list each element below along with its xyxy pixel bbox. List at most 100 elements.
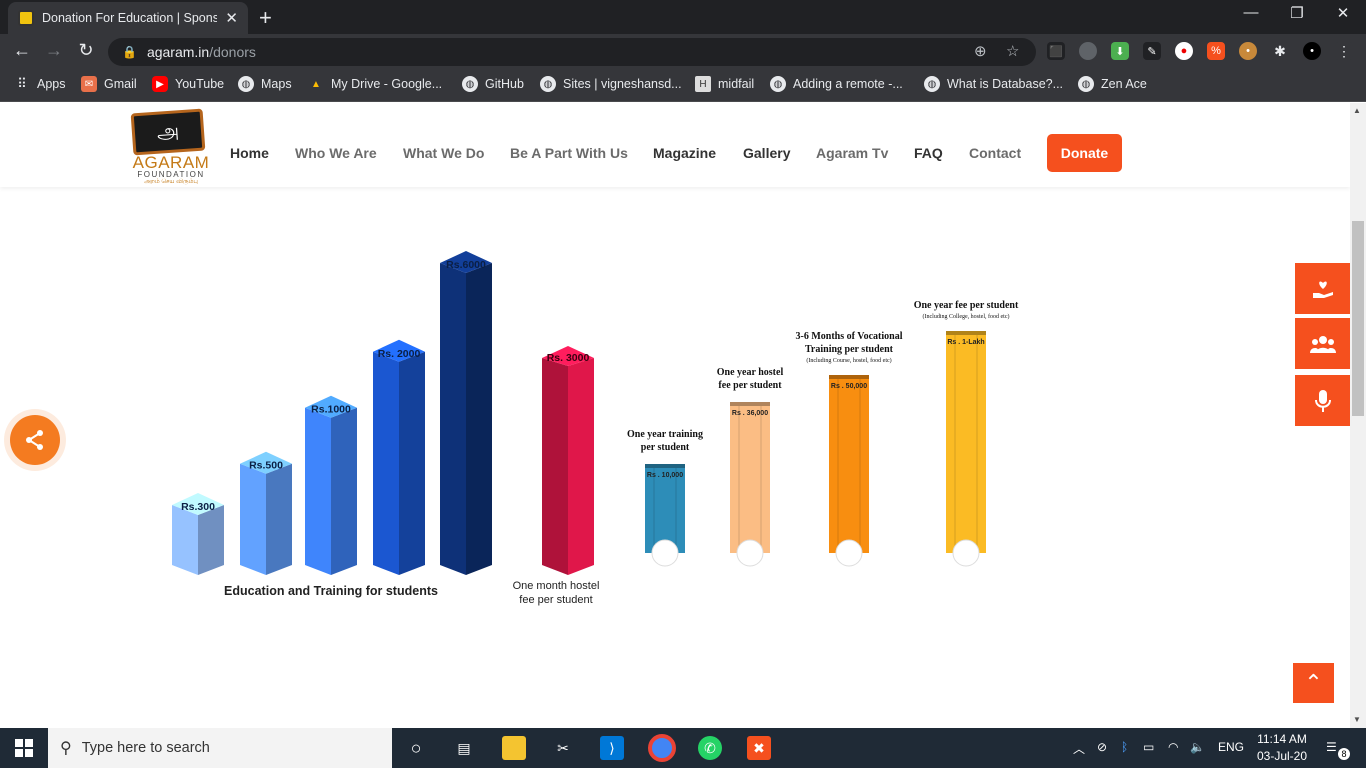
heart-hand-icon	[1312, 281, 1333, 298]
nav-faq[interactable]: FAQ	[914, 145, 943, 161]
hostel-bar-right	[568, 358, 594, 575]
logo-tagline: அறம் செய விரும்பு	[144, 179, 198, 185]
close-tab-icon[interactable]: ✕	[225, 10, 238, 27]
url-path: /donors	[209, 44, 256, 60]
bookmark-maps[interactable]: ◍ Maps	[238, 76, 292, 92]
reload-icon[interactable]: ↻	[78, 40, 94, 60]
tray-chevron-up-icon[interactable]: ︿	[1073, 742, 1086, 756]
bookmark-github[interactable]: ◍ GitHub	[462, 76, 524, 92]
close-window-icon[interactable]: ✕	[1336, 5, 1350, 22]
windows-start-icon[interactable]	[12, 736, 36, 760]
donate-button[interactable]: Donate	[1047, 134, 1122, 172]
scrollbar-thumb[interactable]	[1352, 221, 1364, 416]
extensions-puzzle-icon[interactable]: ✱	[1271, 42, 1289, 60]
bookmark-zen-ace[interactable]: ◍ Zen Ace	[1078, 76, 1147, 92]
nav-magazine[interactable]: Magazine	[653, 145, 717, 161]
nav-home[interactable]: Home	[230, 145, 269, 161]
edu-caption: Education and Training for students	[224, 584, 438, 598]
file-explorer-icon[interactable]	[502, 736, 526, 760]
extension-translate-icon[interactable]: %	[1207, 42, 1225, 60]
extension-download-icon[interactable]: ⬇	[1111, 42, 1129, 60]
volunteer-button[interactable]	[1295, 318, 1350, 369]
forward-icon[interactable]: →	[45, 40, 63, 60]
bookmark-youtube[interactable]: ▶ YouTube	[152, 76, 224, 92]
minimize-icon[interactable]: —	[1243, 4, 1259, 21]
edu-bar-top	[305, 395, 357, 418]
tab-title: Donation For Education | Sponsor	[42, 11, 218, 25]
snipping-tool-icon[interactable]: ✂	[557, 739, 569, 756]
wifi-icon[interactable]: ◠	[1168, 740, 1179, 754]
add-icon[interactable]: ⊕	[974, 43, 987, 60]
profile-avatar[interactable]: •	[1303, 42, 1321, 60]
lock-icon: 🔒	[122, 45, 137, 59]
extension-record-icon[interactable]	[1079, 42, 1097, 60]
bookmark-star-icon[interactable]: ☆	[1006, 43, 1020, 60]
item-caption-note: (Including College, hostel, food etc)	[923, 313, 1010, 320]
globe-icon: ◍	[1078, 76, 1094, 92]
extension-cube-icon[interactable]: ⬛	[1047, 42, 1065, 60]
extension-dot-icon[interactable]: ●	[1175, 42, 1193, 60]
page-scrollbar[interactable]: ▲ ▼	[1350, 103, 1366, 728]
back-icon[interactable]: ←	[13, 40, 31, 60]
battery-icon[interactable]: ▭	[1143, 740, 1155, 754]
xampp-icon[interactable]: ✖	[747, 736, 771, 760]
bookmark-sites[interactable]: ◍ Sites | vigneshansd...	[540, 76, 682, 92]
bookmark-database[interactable]: ◍ What is Database?...	[924, 76, 1063, 92]
bookmark-drive[interactable]: ▲ My Drive - Google...	[308, 76, 442, 92]
share-button[interactable]	[10, 415, 60, 465]
item-caption-line: One year fee per student	[914, 300, 1019, 311]
microphone-icon	[1314, 389, 1331, 412]
edu-bar-left	[172, 505, 198, 575]
notifications-icon[interactable]: ☰	[1326, 740, 1337, 754]
bookmark-gmail[interactable]: ✉ Gmail	[81, 76, 137, 92]
taskbar-search[interactable]: ⚲ Type here to search	[48, 728, 392, 768]
volume-icon[interactable]: 🔈	[1190, 740, 1205, 754]
bookmark-adding-remote[interactable]: ◍ Adding a remote -...	[770, 76, 903, 92]
item-bar-label: Rs . 36,000	[732, 410, 768, 417]
nav-be-a-part[interactable]: Be A Part With Us	[510, 145, 628, 161]
bluetooth-icon[interactable]: ᛒ	[1121, 740, 1129, 754]
donate-hand-button[interactable]	[1295, 263, 1350, 314]
language-indicator[interactable]: ENG	[1218, 740, 1245, 754]
nav-agaram-tv[interactable]: Agaram Tv	[816, 145, 889, 161]
item-bar	[829, 375, 869, 553]
scroll-up-arrow-icon[interactable]: ▲	[1353, 106, 1361, 115]
search-icon: ⚲	[60, 740, 72, 757]
edu-bar-label: Rs.300	[181, 501, 215, 513]
edu-bar-right	[266, 463, 292, 575]
extension-pen-icon[interactable]: ✎	[1143, 42, 1161, 60]
extension-cookie-icon[interactable]: •	[1239, 42, 1257, 60]
hostel-caption-2: fee per student	[519, 594, 592, 606]
notification-count: 8	[1338, 748, 1350, 760]
cortana-icon[interactable]: ○	[410, 737, 422, 758]
bookmark-apps[interactable]: ⠿ Apps	[14, 76, 65, 92]
browser-tab-active[interactable]: Donation For Education | Sponsor ✕	[8, 2, 248, 34]
edu-bar-right	[466, 263, 492, 575]
item-bar-circle	[952, 539, 980, 567]
nav-gallery[interactable]: Gallery	[743, 145, 791, 161]
nav-contact[interactable]: Contact	[969, 145, 1022, 161]
agaram-logo[interactable]: அ AGARAM FOUNDATION அறம் செய விரும்பு	[124, 108, 216, 185]
youtube-icon: ▶	[152, 76, 168, 92]
globe-icon: ◍	[924, 76, 940, 92]
restore-icon[interactable]: ❐	[1290, 5, 1304, 22]
task-view-icon[interactable]: ▤	[457, 739, 471, 756]
chrome-icon[interactable]	[648, 734, 676, 762]
vscode-icon[interactable]: ⟩	[600, 736, 624, 760]
microphone-button[interactable]	[1295, 375, 1350, 426]
system-clock[interactable]: 11:14 AM 03-Jul-20	[1252, 731, 1312, 765]
scroll-to-top-button[interactable]: ⌃	[1293, 663, 1334, 703]
new-tab-icon[interactable]: +	[259, 5, 272, 30]
nav-who-we-are[interactable]: Who We Are	[295, 145, 377, 161]
menu-kebab-icon[interactable]: ⋮	[1335, 42, 1353, 60]
address-bar[interactable]: 🔒 agaram.in/donors ⊕ ☆	[108, 38, 1036, 66]
network-off-icon[interactable]: ⊘	[1097, 740, 1108, 754]
nav-what-we-do[interactable]: What We Do	[403, 145, 485, 161]
scroll-down-arrow-icon[interactable]: ▼	[1353, 715, 1361, 724]
item-bar-label: Rs . 10,000	[647, 472, 683, 479]
tab-strip: Donation For Education | Sponsor ✕ + — ❐…	[0, 0, 1366, 34]
edu-bar-left	[440, 263, 466, 575]
whatsapp-icon[interactable]: ✆	[698, 736, 722, 760]
url-host: agaram.in	[146, 44, 210, 60]
